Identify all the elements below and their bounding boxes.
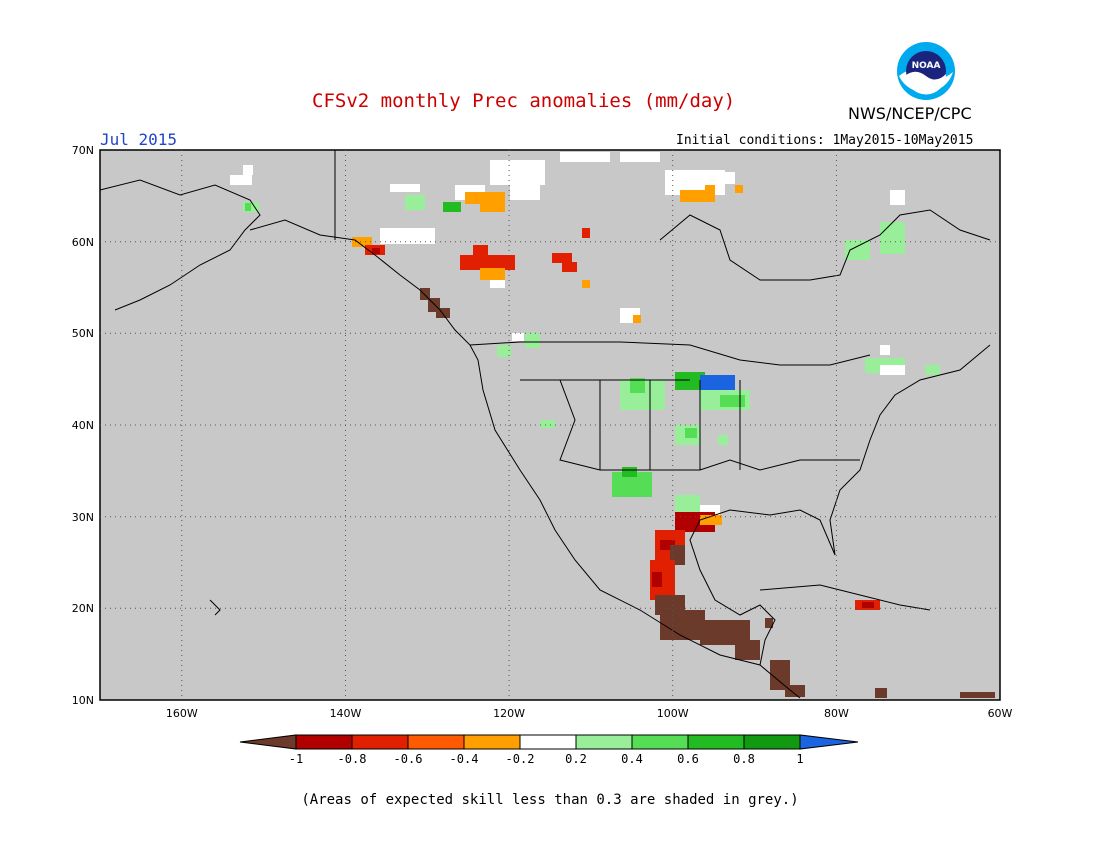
coastlines — [99, 150, 991, 699]
legend-tick-5: 0.2 — [565, 752, 587, 766]
legend-tick-2: -0.6 — [394, 752, 423, 766]
lon-label-60w: 60W — [988, 707, 1013, 720]
lat-label-10n: 10N — [72, 694, 94, 707]
noaa-logo-icon: NOAA — [897, 42, 955, 100]
legend-swatch-3 — [407, 734, 465, 750]
legend-swatch-1 — [295, 734, 353, 750]
legend-swatch-6 — [575, 734, 633, 750]
map-title: CFSv2 monthly Prec anomalies (mm/day) — [312, 90, 736, 112]
legend-tick-6: 0.4 — [621, 752, 643, 766]
legend-tick-3: -0.4 — [450, 752, 479, 766]
legend-tick-4: -0.2 — [506, 752, 535, 766]
lat-label-70n: 70N — [72, 144, 94, 157]
legend-tick-8: 0.8 — [733, 752, 755, 766]
gridlines — [100, 150, 1000, 700]
lat-label-20n: 20N — [72, 602, 94, 615]
legend-swatch-2 — [351, 734, 409, 750]
skill-note: (Areas of expected skill less than 0.3 a… — [301, 792, 799, 808]
legend-swatch-0 — [239, 734, 297, 750]
lat-label-50n: 50N — [72, 327, 94, 340]
legend-swatch-9 — [743, 734, 801, 750]
initial-conditions: Initial conditions: 1May2015-10May2015 — [676, 133, 974, 148]
legend-tick-0: -1 — [289, 752, 303, 766]
legend-swatch-8 — [687, 734, 745, 750]
legend-tick-1: -0.8 — [338, 752, 367, 766]
legend-tick-9: 1 — [796, 752, 803, 766]
lon-label-140w: 140W — [330, 707, 362, 720]
lat-label-60n: 60N — [72, 236, 94, 249]
lon-label-120w: 120W — [493, 707, 525, 720]
legend-swatch-5 — [519, 734, 577, 750]
lon-label-160w: 160W — [166, 707, 198, 720]
legend-swatch-4 — [463, 734, 521, 750]
legend-swatch-7 — [631, 734, 689, 750]
lon-label-80w: 80W — [824, 707, 849, 720]
lat-label-40n: 40N — [72, 419, 94, 432]
target-month: Jul 2015 — [100, 130, 178, 149]
organization-label: NWS/NCEP/CPC — [848, 104, 972, 123]
lat-label-30n: 30N — [72, 511, 94, 524]
logo-text: NOAA — [912, 61, 941, 71]
legend-tick-7: 0.6 — [677, 752, 699, 766]
legend-swatch-10 — [799, 734, 859, 750]
lon-label-100w: 100W — [657, 707, 689, 720]
